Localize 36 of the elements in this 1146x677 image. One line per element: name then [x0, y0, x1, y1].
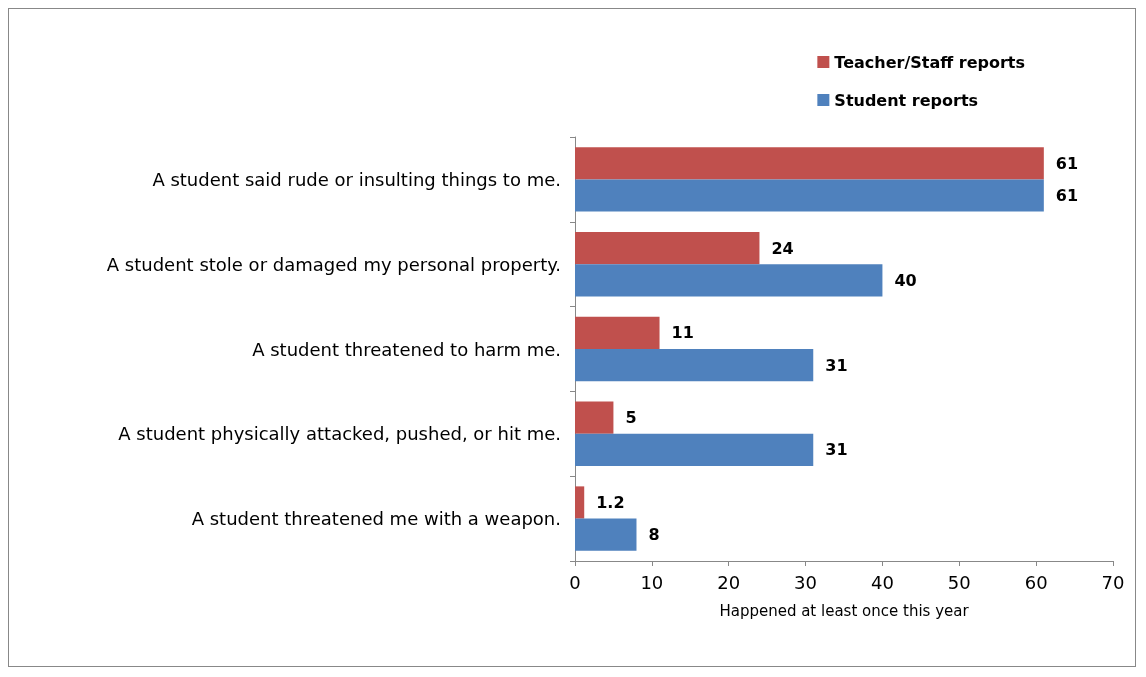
x-tick-label: 70 [1101, 571, 1125, 593]
y-tick-label: A student threatened me with a weapon. [191, 508, 561, 530]
x-tick-label: 20 [717, 571, 741, 593]
y-tick-label: A student threatened to harm me. [252, 338, 561, 360]
x-tick-label: 0 [569, 571, 581, 593]
data-label: 8 [648, 525, 660, 545]
x-axis-title: Happened at least once this year [719, 601, 970, 620]
bar [575, 401, 614, 434]
bar [575, 433, 814, 467]
y-tick-label: A student physically attacked, pushed, or hit me. [118, 423, 561, 445]
data-label: 11 [671, 323, 694, 343]
x-tick-label: 30 [794, 571, 818, 593]
x-tick-label: 40 [870, 571, 894, 593]
y-tick-label: A student said rude or insulting things to me. [152, 168, 561, 190]
bar [575, 486, 585, 519]
bar [575, 147, 1044, 180]
y-tick-label: A student stole or damaged my personal property. [106, 253, 561, 275]
x-tick-label: 10 [640, 571, 664, 593]
bar [575, 179, 1044, 212]
bar [575, 316, 660, 349]
data-label: 61 [1055, 153, 1079, 173]
bar [575, 518, 637, 551]
data-label: 31 [825, 440, 848, 460]
bar [575, 349, 814, 382]
bar [575, 264, 883, 297]
data-label: 40 [894, 270, 917, 290]
data-label: 1.2 [596, 492, 625, 512]
x-tick-label: 60 [1024, 571, 1048, 593]
legend-label: Teacher/Staff reports [834, 52, 1026, 72]
data-label: 24 [771, 238, 794, 258]
x-tick-label: 50 [947, 571, 971, 593]
data-label: 31 [825, 355, 848, 375]
data-label: 61 [1055, 186, 1079, 206]
legend-label: Student reports [834, 90, 979, 110]
bar [575, 231, 760, 265]
data-label: 5 [625, 408, 637, 428]
